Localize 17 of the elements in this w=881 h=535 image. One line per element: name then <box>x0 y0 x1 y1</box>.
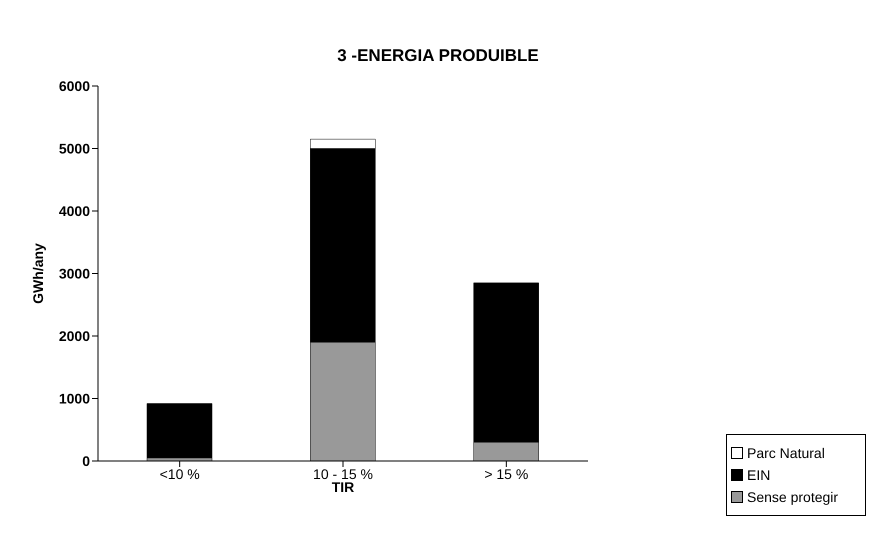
x-tick-label: 10 - 15 % <box>313 466 373 482</box>
y-tick-label: 1000 <box>58 390 90 406</box>
legend-label: EIN <box>747 467 770 483</box>
y-tick-label: 0 <box>82 452 90 469</box>
x-tick-label: <10 % <box>160 466 200 482</box>
y-tick-label: 2000 <box>58 328 90 344</box>
x-axis-title: TIR <box>332 479 354 495</box>
bar <box>146 403 212 458</box>
legend-label: Sense protegir <box>747 489 838 505</box>
y-tick-label: 3000 <box>58 265 90 282</box>
chart-title: 3 -ENERGIA PRODUIBLE <box>336 45 540 66</box>
y-tick-label: 6000 <box>58 78 90 94</box>
y-tick-label: 5000 <box>58 140 90 156</box>
legend-label: Parc Natural <box>747 445 825 461</box>
x-tick-label: > 15 % <box>484 466 528 482</box>
y-axis-title: GWh/any <box>30 242 46 304</box>
y-tick-label: 4000 <box>58 202 90 219</box>
